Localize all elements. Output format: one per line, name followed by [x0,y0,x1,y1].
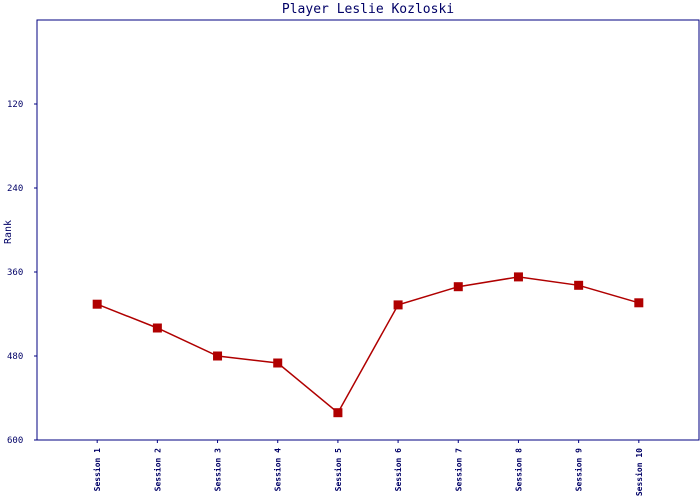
y-tick-label: 480 [7,352,23,362]
data-point [273,358,283,368]
x-tick-label: Session 6 [393,448,403,492]
data-point [152,323,162,333]
data-point [513,272,523,282]
y-tick-label: 240 [7,184,23,194]
y-tick-label: 360 [7,268,23,278]
data-point [634,298,644,308]
x-tick-label: Session 2 [152,448,162,492]
data-point [92,299,102,309]
y-tick-label: 120 [7,100,23,110]
y-axis-label: Rank [3,220,14,244]
x-tick-label: Session 7 [453,448,463,492]
x-tick-label: Session 3 [213,448,223,492]
x-tick-label: Session 9 [574,448,584,492]
data-point [393,300,403,310]
data-point [333,408,343,418]
x-tick-label: Session 5 [333,448,343,492]
x-tick-label: Session 1 [92,448,102,492]
data-point [453,282,463,292]
chart-title: Player Leslie Kozloski [282,2,454,17]
data-line [96,276,640,414]
x-tick-label: Session 4 [273,448,283,492]
x-tick-label: Session 8 [513,448,523,492]
x-tick-label: Session 10 [634,448,644,496]
plot-frame [36,19,700,441]
data-point [213,351,223,361]
y-tick-label: 600 [7,436,23,446]
data-point [574,280,584,290]
